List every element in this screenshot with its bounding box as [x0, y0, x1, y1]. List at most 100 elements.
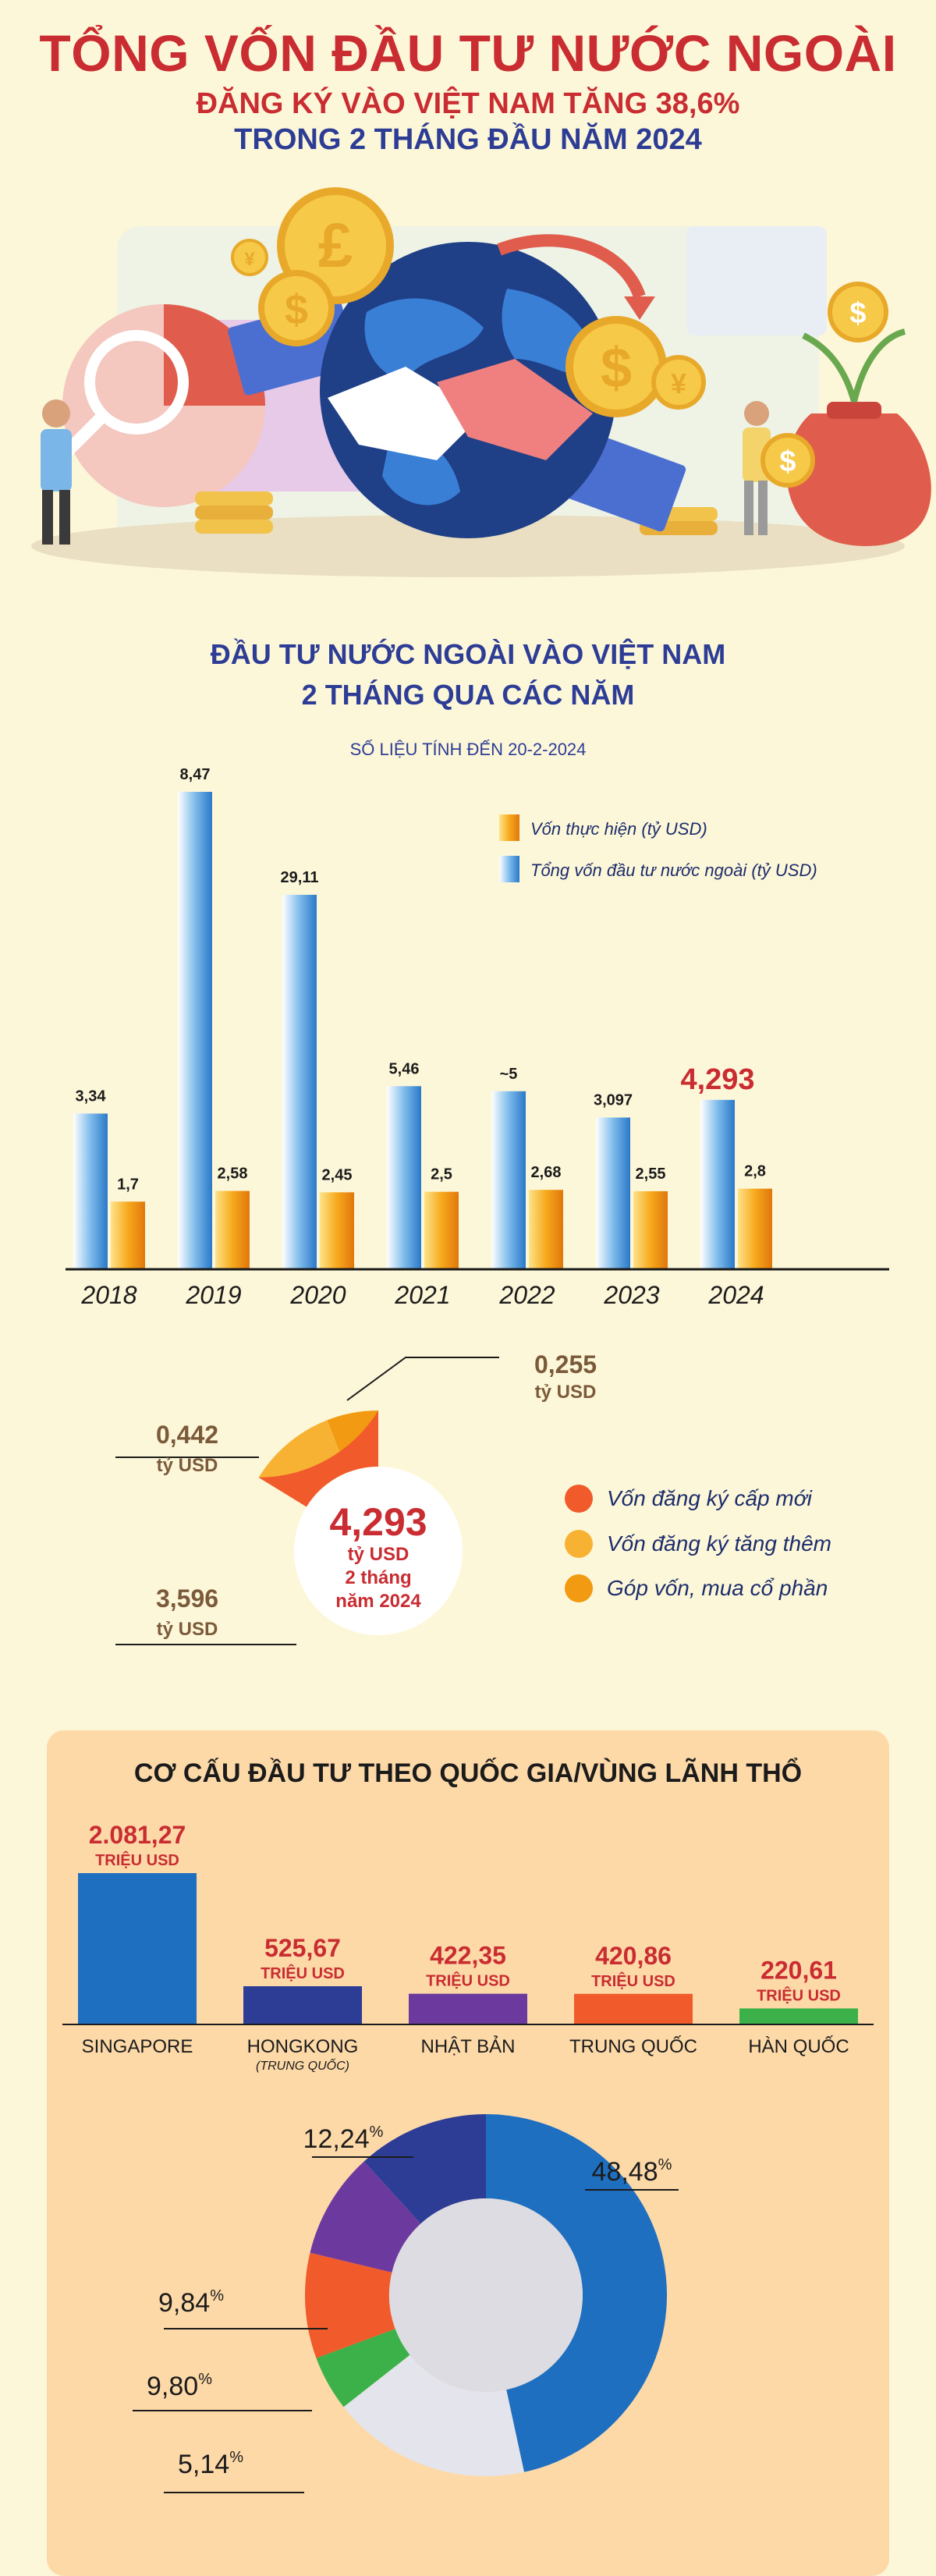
bar-total-2021	[387, 1086, 421, 1269]
arrow-head-icon	[624, 296, 655, 320]
investment-bar-chart: 3,34 1,7 2018 8,47 2,58 2019 29,11 2,45 2020 5,46…	[66, 766, 889, 1309]
label-realized-2021: 2,5	[431, 1166, 452, 1183]
country-unit-0: TRIỆU USD	[95, 1850, 179, 1869]
donut-center-note2: năm 2024	[335, 1591, 421, 1612]
bar-realized-2024	[738, 1188, 772, 1269]
svg-text:$: $	[849, 297, 866, 330]
dollar-coin-icon: $ $ $	[258, 270, 815, 488]
country-name-2: NHẬT BẢN	[421, 2035, 516, 2057]
handshake-icon	[328, 359, 593, 460]
country-panel-title: CƠ CẤU ĐẦU TƯ THEO QUỐC GIA/VÙNG LÃNH TH…	[133, 1758, 803, 1788]
legend-dot-increase	[565, 1530, 593, 1558]
arrow-icon	[497, 234, 646, 299]
chart1-title: ĐẦU TƯ NƯỚC NGOÀI VÀO VIỆT NAM	[210, 638, 726, 670]
country-donut-chart: 48,48% 5,14% 9,80% 9,84% 12,24%	[133, 2114, 679, 2493]
country-bar-2	[409, 1993, 527, 2024]
country-value-0: 2.081,27	[89, 1821, 186, 1849]
svg-text:£: £	[318, 211, 353, 280]
legend-label-increase: Vốn đăng ký tăng thêm	[607, 1531, 831, 1556]
donut-center-note1: 2 tháng	[345, 1567, 411, 1588]
callout-unit-new: tỷ USD	[157, 1619, 218, 1640]
chart1-title-line2: 2 THÁNG QUA CÁC NĂM	[301, 679, 635, 711]
callout-unit-increase: tỷ USD	[157, 1455, 218, 1476]
legend-label-shares: Góp vốn, mua cổ phần	[607, 1576, 828, 1600]
donut-center-unit: tỷ USD	[348, 1544, 410, 1565]
tick-year-2021: 2021	[394, 1281, 450, 1309]
country-value-4: 220,61	[760, 1956, 837, 1984]
page-title: TỔNG VỐN ĐẦU TƯ NƯỚC NGOÀI	[39, 24, 897, 82]
svg-text:$: $	[601, 337, 632, 399]
country-unit-4: TRIỆU USD	[757, 1985, 841, 2004]
donut-slice-0	[258, 1410, 378, 1507]
person-left-icon	[41, 399, 72, 545]
callout-value-new: 3,596	[156, 1584, 218, 1613]
callout-value-shares: 0,255	[534, 1350, 597, 1378]
tick-year-2019: 2019	[185, 1281, 241, 1309]
country-slice-3	[304, 2252, 395, 2358]
label-total-2018: 3,34	[76, 1088, 107, 1105]
country-slice-4	[310, 2161, 421, 2273]
label-realized-2020: 2,45	[322, 1166, 353, 1183]
callout-value-increase: 0,442	[156, 1421, 218, 1449]
bar-realized-2018	[111, 1201, 145, 1269]
country-callout-pct-3: %	[198, 2371, 212, 2388]
country-callout-pct-2: %	[229, 2449, 243, 2466]
country-unit-2: TRIỆU USD	[426, 1971, 510, 1990]
bar-realized-2019	[215, 1190, 250, 1269]
hero-illustration: $ £ $ $ $ ¥ ¥	[31, 187, 931, 577]
label-total-2022: ~5	[500, 1066, 518, 1083]
label-total-2023: 3,097	[594, 1091, 633, 1109]
country-callout-0: 48,48%	[592, 2156, 672, 2187]
legend-swatch-realized	[499, 814, 519, 841]
label-realized-2022: 2,68	[531, 1164, 562, 1181]
page-subtitle: ĐĂNG KÝ VÀO VIỆT NAM TĂNG 38,6%	[196, 87, 740, 120]
svg-text:¥: ¥	[244, 249, 255, 270]
money-bag-icon: $	[786, 282, 931, 546]
bar-total-2022	[491, 1091, 526, 1269]
bar-total-2024	[700, 1099, 735, 1269]
country-bar-1	[243, 1986, 362, 2024]
pie-graphic-icon	[62, 304, 265, 507]
legend-label-new: Vốn đăng ký cấp mới	[607, 1486, 813, 1510]
bar-total-2019	[178, 792, 212, 1269]
label-realized-2019: 2,58	[218, 1166, 248, 1183]
label-total-2019: 8,47	[180, 766, 211, 783]
tick-year-2023: 2023	[603, 1281, 659, 1309]
bar-realized-2021	[424, 1191, 459, 1269]
country-value-1: 525,67	[264, 1934, 341, 1962]
callout-unit-shares: tỷ USD	[535, 1382, 597, 1403]
country-name-0: SINGAPORE	[82, 2036, 193, 2057]
tick-year-2018: 2018	[80, 1281, 136, 1309]
label-realized-2023: 2,55	[636, 1166, 666, 1183]
donut-center	[294, 1467, 463, 1635]
bar-realized-2023	[633, 1190, 668, 1269]
svg-text:$: $	[285, 286, 308, 333]
legend-swatch-total	[499, 856, 519, 882]
svg-text:$: $	[779, 445, 796, 478]
country-callout-2: 5,14%	[178, 2449, 243, 2479]
legend-label-total: Tổng vốn đầu tư nước ngoài (tỷ USD)	[530, 860, 817, 880]
country-callout-pct-5: %	[370, 2124, 384, 2141]
country-name-1: HONGKONG	[247, 2036, 359, 2057]
callout-line-shares	[346, 1357, 499, 1401]
tick-year-2024: 2024	[707, 1281, 764, 1309]
bar-total-2020	[282, 895, 317, 1269]
country-slice-5	[363, 2114, 486, 2224]
country-note-1: (TRUNG QUỐC)	[256, 2058, 349, 2073]
legend-dot-shares	[565, 1574, 593, 1602]
country-slice-1	[343, 2354, 524, 2476]
tick-year-2020: 2020	[289, 1281, 346, 1309]
donut2-center	[389, 2198, 583, 2392]
legend-dot-new	[565, 1485, 593, 1513]
capital-donut-chart: 4,293 tỷ USD 2 tháng năm 2024 0,442 tỷ U…	[115, 1350, 831, 1645]
country-unit-1: TRIỆU USD	[261, 1964, 345, 1982]
country-name-4: HÀN QUỐC	[748, 2035, 849, 2057]
country-name-3: TRUNG QUỐC	[569, 2035, 697, 2057]
label-total-2024: 4,293	[680, 1063, 754, 1096]
label-realized-2024: 2,8	[744, 1163, 766, 1180]
yen-coin-icon: ¥ ¥	[231, 239, 706, 410]
bar-realized-2020	[320, 1192, 354, 1269]
country-callout-5: 12,24%	[303, 2124, 384, 2154]
bar-realized-2022	[529, 1190, 563, 1269]
chart1-subtitle: SỐ LIỆU TÍNH ĐẾN 20-2-2024	[349, 740, 587, 759]
